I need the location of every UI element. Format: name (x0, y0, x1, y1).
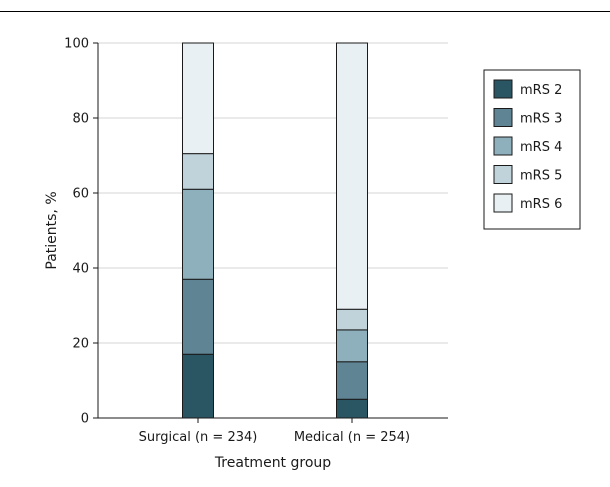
bar-segment (336, 398, 368, 419)
bar-segment (182, 353, 214, 419)
legend-swatch (493, 136, 513, 156)
legend-label: mRS 2 (520, 83, 562, 98)
header-rule (0, 11, 610, 12)
y-axis-title: Patients, % (44, 191, 60, 269)
bar-segment (336, 42, 368, 310)
gridlines (98, 42, 448, 344)
y-tick-label: 0 (81, 412, 89, 427)
bar-segment (336, 361, 368, 400)
legend-swatch (493, 193, 513, 213)
bars (182, 42, 368, 419)
bar-segment (182, 42, 214, 155)
legend-label: mRS 5 (520, 169, 562, 184)
x-axis-title: Treatment group (214, 455, 331, 471)
y-ticks: 0 20 40 60 80 100 (64, 37, 98, 427)
bar-segment (182, 278, 214, 355)
bar-segment (182, 153, 214, 190)
legend-label: mRS 4 (520, 140, 562, 155)
legend-swatch (493, 79, 513, 99)
figure-header (0, 0, 610, 12)
y-tick-label: 100 (64, 37, 89, 52)
legend-swatch (493, 165, 513, 184)
legend-label: mRS 3 (520, 112, 562, 127)
y-tick-label: 20 (72, 337, 89, 352)
x-ticks: Surgical (n = 234) Medical (n = 254) (139, 418, 410, 445)
x-tick-label: Surgical (n = 234) (139, 430, 258, 445)
axes (97, 43, 448, 419)
legend-swatch (493, 108, 513, 127)
bar-segment (336, 308, 368, 331)
y-tick-label: 40 (72, 262, 89, 277)
bar-segment (182, 188, 214, 280)
y-tick-label: 60 (72, 187, 89, 202)
y-tick-label: 80 (72, 112, 89, 127)
bar-segment (336, 329, 368, 363)
legend-label: mRS 6 (520, 197, 562, 212)
legend: mRS 2 mRS 3 mRS 4 mRS 5 mRS 6 (483, 69, 581, 230)
x-tick-label: Medical (n = 254) (294, 430, 410, 445)
